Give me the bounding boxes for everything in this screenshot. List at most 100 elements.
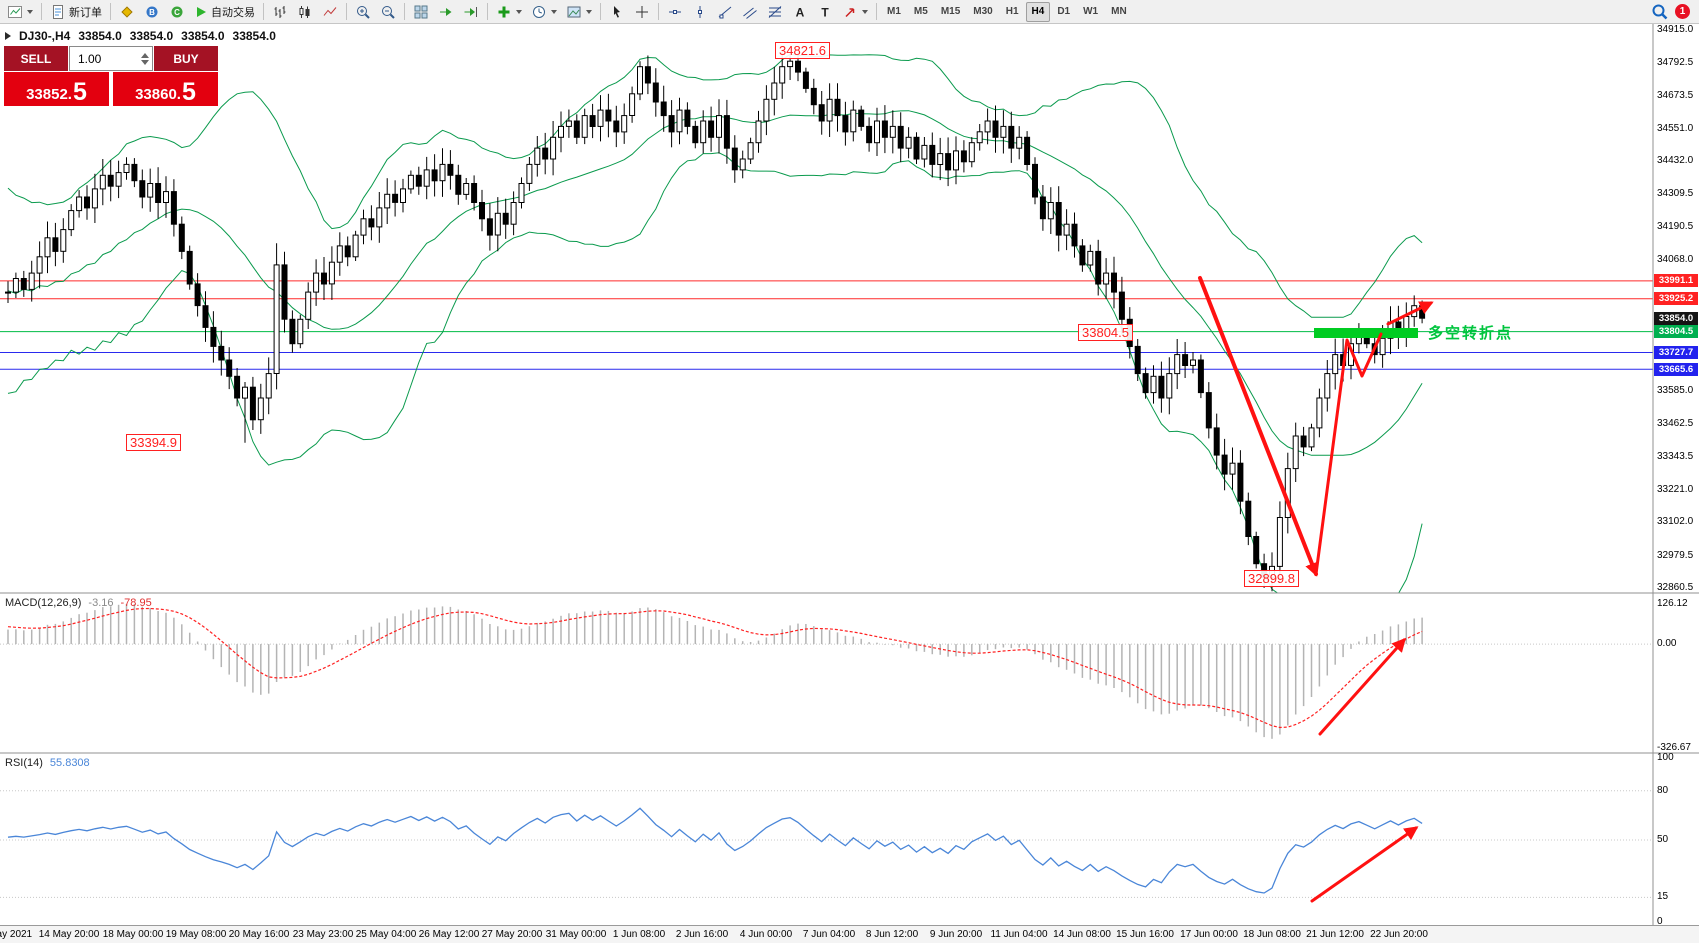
price-annotation-label[interactable]: 33394.9 xyxy=(126,434,181,451)
macd-signal-line xyxy=(7,607,1423,729)
codebase-button[interactable]: B xyxy=(140,1,164,23)
toolbar-separator xyxy=(41,3,42,20)
templates-button[interactable] xyxy=(562,1,596,23)
timeframe-m30[interactable]: M30 xyxy=(973,5,993,17)
buy-price-main: 33860. xyxy=(135,86,181,103)
rsi-label: RSI(14) 55.8308 xyxy=(5,757,90,769)
timeframe-d1[interactable]: D1 xyxy=(1057,5,1071,17)
bar-chart-button[interactable] xyxy=(268,1,292,23)
price-axis-label: 34673.5 xyxy=(1657,90,1694,101)
svg-text:C: C xyxy=(174,8,180,17)
new-order-button[interactable]: 新订单 xyxy=(46,1,106,23)
autotrading-button[interactable]: 自动交易 xyxy=(190,1,259,23)
time-axis-label: 19 May 08:00 xyxy=(165,929,227,940)
candlestick-chart-button[interactable] xyxy=(293,1,317,23)
trend-arrow[interactable] xyxy=(1318,637,1406,736)
price-annotation-label[interactable]: 32899.8 xyxy=(1244,570,1299,587)
chevron-down-icon xyxy=(862,9,868,14)
text-button[interactable]: A xyxy=(788,1,812,23)
timeframe-m1[interactable]: M1 xyxy=(887,5,901,17)
fibonacci-button[interactable] xyxy=(763,1,787,23)
chart-shift-button[interactable] xyxy=(459,1,483,23)
timeframe-mn[interactable]: MN xyxy=(1111,5,1127,17)
toolbar: 新订单 B C 自动交易 A T M1 M5 M15 M30 H1 H4 D1 W1 MN 1 xyxy=(0,0,1699,24)
notification-badge[interactable]: 1 xyxy=(1675,4,1690,19)
svg-text:A: A xyxy=(796,5,805,19)
annotation-note[interactable]: 多空转折点 xyxy=(1428,325,1514,342)
trend-arrow[interactable] xyxy=(1314,332,1383,576)
volume-up-icon[interactable] xyxy=(141,52,149,58)
cursor-button[interactable] xyxy=(605,1,629,23)
channel-button[interactable] xyxy=(738,1,762,23)
toolbar-separator xyxy=(110,3,111,20)
rsi-axis-label: 0 xyxy=(1657,916,1663,927)
macd-axis-label: -326.67 xyxy=(1657,742,1691,753)
price-axis[interactable]: 34915.0 34792.5 34673.5 34551.0 34432.0 34309… xyxy=(1653,24,1699,927)
arrows-button[interactable] xyxy=(838,1,872,23)
turning-zone[interactable] xyxy=(1314,328,1418,338)
trend-arrow[interactable] xyxy=(1386,301,1434,326)
time-axis-label: 23 May 23:00 xyxy=(292,929,354,940)
bollinger-bands xyxy=(7,53,1423,593)
timeframe-m15[interactable]: M15 xyxy=(940,5,961,17)
rsi-axis-label: 100 xyxy=(1657,752,1674,763)
tile-windows-button[interactable] xyxy=(409,1,433,23)
time-axis-label: 15 Jun 16:00 xyxy=(1116,929,1174,940)
community-button[interactable]: C xyxy=(165,1,189,23)
price-axis-label: 34309.5 xyxy=(1657,188,1694,199)
macd-axis-label: 0.00 xyxy=(1657,638,1677,649)
indicators-button[interactable] xyxy=(492,1,526,23)
trend-arrow[interactable] xyxy=(1310,826,1419,903)
zoom-out-button[interactable] xyxy=(376,1,400,23)
time-axis-label: 14 Jun 08:00 xyxy=(1053,929,1111,940)
price-axis-label: 33102.0 xyxy=(1657,516,1694,527)
zoom-in-button[interactable] xyxy=(351,1,375,23)
time-axis-label: 1 Jun 08:00 xyxy=(612,929,666,940)
horizontal-line-button[interactable] xyxy=(663,1,687,23)
timeframe-m5[interactable]: M5 xyxy=(913,5,928,17)
price-annotation-label[interactable]: 34821.6 xyxy=(775,42,830,59)
time-axis-label: 20 May 16:00 xyxy=(228,929,290,940)
timeframe-h1[interactable]: H1 xyxy=(1005,5,1019,17)
vertical-line-button[interactable] xyxy=(688,1,712,23)
time-axis-label: 4 Jun 00:00 xyxy=(739,929,793,940)
svg-text:T: T xyxy=(821,5,829,19)
periods-button[interactable] xyxy=(527,1,561,23)
auto-scroll-button[interactable] xyxy=(434,1,458,23)
volume-value: 1.00 xyxy=(78,51,102,66)
line-chart-button[interactable] xyxy=(318,1,342,23)
toolbar-separator xyxy=(876,3,877,20)
volume-spinner[interactable] xyxy=(141,52,149,65)
timeframe-w1[interactable]: W1 xyxy=(1083,5,1099,17)
market-button[interactable] xyxy=(115,1,139,23)
trendline-button[interactable] xyxy=(713,1,737,23)
ohlc-open: 33854.0 xyxy=(78,29,122,43)
macd-label: MACD(12,26,9) -3.16 -78.95 xyxy=(5,597,152,609)
search-button[interactable] xyxy=(1647,1,1672,23)
crosshair-button[interactable] xyxy=(630,1,654,23)
time-axis-label: 31 May 00:00 xyxy=(545,929,607,940)
svg-text:B: B xyxy=(149,8,155,17)
label-button[interactable]: T xyxy=(813,1,837,23)
volume-down-icon[interactable] xyxy=(141,59,149,65)
timeframe-h4[interactable]: H4 xyxy=(1025,1,1051,22)
sell-button[interactable]: SELL xyxy=(4,46,68,71)
price-tag: 33804.5 xyxy=(1654,325,1698,338)
ohlc-high: 33854.0 xyxy=(129,29,174,43)
one-click-trading-panel: SELL 1.00 BUY 33852. 5 33860. 5 xyxy=(4,46,218,106)
price-axis-label: 34792.5 xyxy=(1657,57,1694,68)
buy-price[interactable]: 33860. 5 xyxy=(113,72,218,106)
buy-button[interactable]: BUY xyxy=(154,46,218,71)
sell-price[interactable]: 33852. 5 xyxy=(4,72,109,106)
time-axis-label: 7 Jun 04:00 xyxy=(802,929,856,940)
trend-arrow[interactable] xyxy=(1198,276,1319,577)
price-annotation-label[interactable]: 33804.5 xyxy=(1078,324,1133,341)
price-axis-label: 34068.0 xyxy=(1657,254,1694,265)
new-chart-button[interactable] xyxy=(3,1,37,23)
macd-signal-value: -78.95 xyxy=(120,597,152,609)
price-axis-label: 33343.5 xyxy=(1657,451,1694,462)
symbol-info: DJ30-,H4 33854.0 33854.0 33854.0 33854.0 xyxy=(5,29,276,43)
volume-input[interactable]: 1.00 xyxy=(69,46,153,71)
